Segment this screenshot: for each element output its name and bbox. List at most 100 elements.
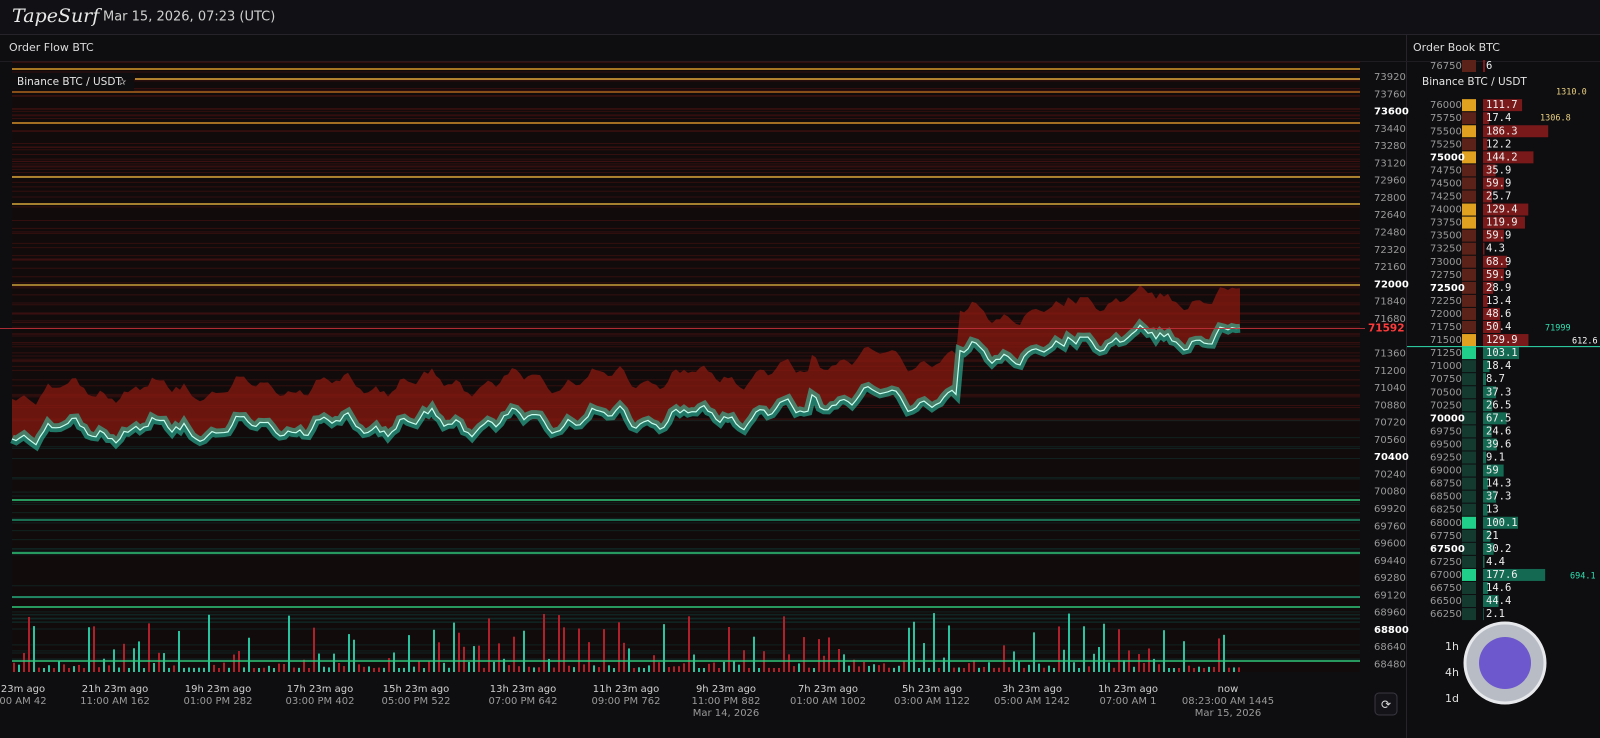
book-size[interactable]: 6 xyxy=(1486,60,1492,72)
book-price[interactable]: 72250 xyxy=(1430,296,1462,307)
book-price[interactable]: 74750 xyxy=(1430,165,1462,176)
book-size[interactable]: 30.2 xyxy=(1486,543,1511,555)
book-size[interactable]: 59.9 xyxy=(1486,230,1511,242)
book-price[interactable]: 67500 xyxy=(1430,544,1465,555)
book-price[interactable]: 73500 xyxy=(1430,231,1462,242)
book-price[interactable]: 74000 xyxy=(1430,205,1462,216)
book-price[interactable]: 70750 xyxy=(1430,374,1462,385)
book-price[interactable]: 73250 xyxy=(1430,244,1462,255)
book-price[interactable]: 72500 xyxy=(1430,283,1465,294)
pair-badge xyxy=(1407,73,1527,91)
book-size[interactable]: 39.6 xyxy=(1486,438,1511,450)
book-size[interactable]: 18.4 xyxy=(1486,360,1511,372)
book-price[interactable]: 68250 xyxy=(1430,505,1462,516)
refresh-icon[interactable]: ⟳ xyxy=(1381,698,1391,712)
book-size[interactable]: 25.7 xyxy=(1486,191,1511,203)
book-size[interactable]: 26.5 xyxy=(1486,399,1511,411)
book-price[interactable]: 73000 xyxy=(1430,257,1462,268)
book-price[interactable]: 69250 xyxy=(1430,453,1462,464)
timeframe-label[interactable]: 1d xyxy=(1445,692,1459,705)
price-tick-label: 73280 xyxy=(1374,141,1406,152)
book-size[interactable]: 186.3 xyxy=(1486,125,1518,137)
book-size[interactable]: 129.9 xyxy=(1486,334,1518,346)
intensity-swatch xyxy=(1462,555,1476,568)
time-label: 23m ago xyxy=(1,684,45,695)
book-price[interactable]: 68000 xyxy=(1430,518,1462,529)
timestamp: Mar 15, 2026, 07:23 (UTC) xyxy=(103,10,275,25)
book-price[interactable]: 70500 xyxy=(1430,387,1462,398)
book-size[interactable]: 48.6 xyxy=(1486,308,1511,320)
book-price[interactable]: 76750 xyxy=(1430,61,1462,72)
book-price[interactable]: 69750 xyxy=(1430,426,1462,437)
book-size[interactable]: 4.4 xyxy=(1486,556,1505,568)
book-price[interactable]: 69500 xyxy=(1430,439,1462,450)
book-price[interactable]: 66750 xyxy=(1430,583,1462,594)
book-price[interactable]: 68500 xyxy=(1430,492,1462,503)
book-size[interactable]: 177.6 xyxy=(1486,569,1518,581)
refresh-button[interactable]: ⟳ xyxy=(1374,692,1398,716)
book-size[interactable]: 103.1 xyxy=(1486,347,1518,359)
book-size[interactable]: 129.4 xyxy=(1486,204,1518,216)
book-price[interactable]: 68750 xyxy=(1430,479,1462,490)
pin-icon[interactable]: ✰ xyxy=(118,77,127,88)
book-size[interactable]: 35.9 xyxy=(1486,164,1511,176)
book-size[interactable]: 8.7 xyxy=(1486,373,1505,385)
book-price[interactable]: 67000 xyxy=(1430,570,1462,581)
book-size[interactable]: 13 xyxy=(1486,504,1499,516)
book-size[interactable]: 67.5 xyxy=(1486,412,1511,424)
size-bar xyxy=(1483,281,1494,294)
book-price[interactable]: 75750 xyxy=(1430,113,1462,124)
book-price[interactable]: 67250 xyxy=(1430,557,1462,568)
time-label: 9h 23m ago xyxy=(696,684,756,695)
timeframe-label[interactable]: 4h xyxy=(1445,666,1459,679)
book-price[interactable]: 66500 xyxy=(1430,596,1462,607)
book-size[interactable]: 17.4 xyxy=(1486,112,1511,124)
book-size[interactable]: 2.1 xyxy=(1486,608,1505,620)
book-price[interactable]: 73750 xyxy=(1430,218,1462,229)
book-size[interactable]: 59.9 xyxy=(1486,269,1511,281)
size-bar xyxy=(1483,125,1549,138)
book-size[interactable]: 37.3 xyxy=(1486,491,1511,503)
book-size[interactable]: 24.6 xyxy=(1486,425,1511,437)
book-price[interactable]: 74500 xyxy=(1430,178,1462,189)
book-size[interactable]: 28.9 xyxy=(1486,282,1511,294)
book-size[interactable]: 4.3 xyxy=(1486,243,1505,255)
book-price[interactable]: 76000 xyxy=(1430,100,1462,111)
book-price[interactable]: 71500 xyxy=(1430,335,1462,346)
book-size[interactable]: 13.4 xyxy=(1486,295,1511,307)
book-size[interactable]: 59.9 xyxy=(1486,177,1511,189)
book-price[interactable]: 71250 xyxy=(1430,348,1462,359)
book-price[interactable]: 75000 xyxy=(1430,152,1465,163)
book-price[interactable]: 66250 xyxy=(1430,609,1462,620)
book-price[interactable]: 71750 xyxy=(1430,322,1462,333)
refresh-button-frame[interactable] xyxy=(1374,692,1398,716)
size-bar xyxy=(1483,242,1485,255)
book-size[interactable]: 14.3 xyxy=(1486,478,1511,490)
book-size[interactable]: 59 xyxy=(1486,465,1499,477)
book-size[interactable]: 44.4 xyxy=(1486,595,1511,607)
book-price[interactable]: 74250 xyxy=(1430,192,1462,203)
book-size[interactable]: 119.9 xyxy=(1486,217,1518,229)
book-size[interactable]: 144.2 xyxy=(1486,151,1518,163)
book-size[interactable]: 12.2 xyxy=(1486,138,1511,150)
book-size[interactable]: 111.7 xyxy=(1486,99,1518,111)
book-size[interactable]: 14.6 xyxy=(1486,582,1511,594)
book-price[interactable]: 70000 xyxy=(1430,413,1465,424)
book-price[interactable]: 69000 xyxy=(1430,466,1462,477)
book-size[interactable]: 68.9 xyxy=(1486,256,1511,268)
book-size[interactable]: 9.1 xyxy=(1486,452,1505,464)
book-price[interactable]: 72750 xyxy=(1430,270,1462,281)
book-price[interactable]: 67750 xyxy=(1430,531,1462,542)
timeframe-label[interactable]: 1h xyxy=(1445,640,1459,653)
book-price[interactable]: 75250 xyxy=(1430,139,1462,150)
book-size[interactable]: 37.3 xyxy=(1486,386,1511,398)
intensity-swatch xyxy=(1462,190,1476,203)
book-price[interactable]: 72000 xyxy=(1430,309,1462,320)
book-price[interactable]: 71000 xyxy=(1430,361,1462,372)
book-price[interactable]: 70250 xyxy=(1430,400,1462,411)
book-size[interactable]: 21 xyxy=(1486,530,1499,542)
book-size[interactable]: 100.1 xyxy=(1486,517,1518,529)
intensity-swatch xyxy=(1462,255,1476,268)
book-size[interactable]: 50.4 xyxy=(1486,321,1511,333)
book-price[interactable]: 75500 xyxy=(1430,126,1462,137)
